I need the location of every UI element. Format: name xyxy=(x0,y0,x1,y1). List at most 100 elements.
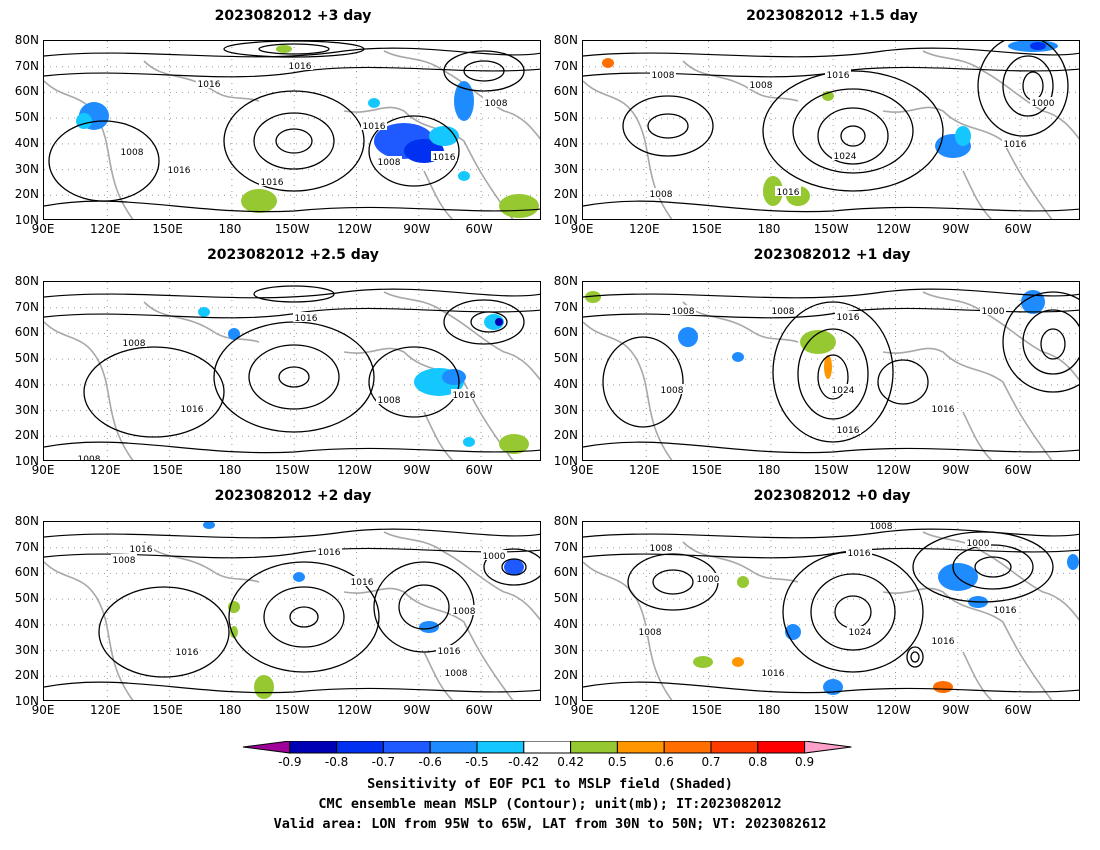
sensitivity-shading xyxy=(499,434,529,454)
latitude-label: 70N xyxy=(553,58,578,73)
contour-label: 1016 xyxy=(438,647,461,657)
contour-label: 1016 xyxy=(837,426,860,436)
contour-label: 1016 xyxy=(827,71,850,81)
coastline xyxy=(143,301,260,343)
contour-label-bg xyxy=(361,120,387,130)
mslp-contour xyxy=(974,556,1012,578)
latitude-label: 70N xyxy=(14,58,39,73)
longitude-label: 150E xyxy=(152,463,183,477)
longitude-label: 180 xyxy=(757,703,781,717)
longitude-label: 90E xyxy=(31,222,55,236)
contour-label-bg xyxy=(965,537,991,547)
mslp-contour xyxy=(797,328,869,420)
contour-label-bg xyxy=(835,311,861,321)
mslp-contour xyxy=(977,41,1069,137)
contour-label-bg xyxy=(980,305,1006,315)
contour-label-bg xyxy=(121,337,147,347)
longitude-label: 90W xyxy=(942,463,970,477)
mslp-contour xyxy=(647,113,689,139)
contour-label: 1008 xyxy=(485,99,508,109)
sensitivity-shading xyxy=(419,621,439,633)
mslp-contour xyxy=(368,346,460,418)
latitude-label: 40N xyxy=(14,135,39,150)
longitude-label: 120E xyxy=(90,222,121,236)
sensitivity-shading xyxy=(693,656,713,668)
contour-label: 1008 xyxy=(661,386,684,396)
caption-line3: Valid area: LON from 95W to 65W, LAT fro… xyxy=(273,816,827,832)
latitude-label: 30N xyxy=(553,642,578,657)
longitude-label: 150W xyxy=(813,703,849,717)
contour-label-bg xyxy=(111,554,137,564)
sensitivity-shading xyxy=(1030,42,1046,50)
longitude-label: 120W xyxy=(876,703,911,717)
longitude-label: 120W xyxy=(337,463,372,477)
mslp-contour xyxy=(877,359,929,405)
latitude-label: 20N xyxy=(14,668,39,683)
latitude-label: 80N xyxy=(553,33,578,47)
latitude-label: 70N xyxy=(553,299,578,314)
sensitivity-shading xyxy=(495,318,503,326)
contour-label: 1016 xyxy=(198,80,221,90)
sensitivity-shading xyxy=(368,98,380,108)
mslp-contour xyxy=(817,107,889,165)
sensitivity-shading xyxy=(955,126,971,146)
mslp-contour xyxy=(44,288,540,299)
contour-label-bg xyxy=(293,312,319,322)
sensitivity-shading xyxy=(732,352,744,362)
contour-label: 1016 xyxy=(168,166,191,176)
mslp-contour xyxy=(44,200,540,213)
mslp-contour xyxy=(83,346,225,438)
coastline xyxy=(962,651,993,700)
mslp-contour xyxy=(253,112,335,170)
contour-label-bg xyxy=(174,646,200,656)
sensitivity-shading xyxy=(933,681,953,693)
coastline xyxy=(682,60,799,102)
longitude-label: 60W xyxy=(465,703,493,717)
contour-label-bg xyxy=(760,667,786,677)
longitude-label: 120E xyxy=(629,222,660,236)
latitude-label: 20N xyxy=(553,668,578,683)
longitude-label: 90E xyxy=(570,463,594,477)
contour-label-bg xyxy=(992,604,1018,614)
contour-label-bg xyxy=(76,453,102,460)
mslp-contour xyxy=(583,47,1079,58)
coastline xyxy=(922,50,1079,140)
sensitivity-shading xyxy=(585,291,601,303)
mslp-contour xyxy=(44,441,540,454)
contour-label: 1016 xyxy=(994,606,1017,616)
contour-label: 1024 xyxy=(849,628,872,638)
longitude-label: 150W xyxy=(274,463,310,477)
latitude-label: 60N xyxy=(14,325,39,340)
contour-label: 1008 xyxy=(652,71,675,81)
coastline xyxy=(343,587,514,700)
contour-label: 1016 xyxy=(762,669,785,679)
longitude-label: 120W xyxy=(876,222,911,236)
colorbar-tick-label: 0.8 xyxy=(748,755,768,769)
sensitivity-shading xyxy=(198,307,210,317)
latitude-label: 70N xyxy=(14,299,39,314)
longitude-label: 120W xyxy=(337,703,372,717)
mslp-contour xyxy=(602,336,684,428)
contour-label: 1000 xyxy=(483,552,506,562)
latitude-label: 10N xyxy=(553,213,578,227)
longitude-label: 150E xyxy=(152,703,183,717)
mslp-contour xyxy=(501,558,527,576)
mslp-contour xyxy=(483,548,540,586)
latitude-label: 30N xyxy=(14,161,39,176)
latitude-label: 20N xyxy=(553,187,578,202)
mslp-contour xyxy=(810,573,896,651)
contour-label-bg xyxy=(748,79,774,89)
contour-label-bg xyxy=(287,60,313,70)
colorbar-tick-label: -0.9 xyxy=(278,755,302,769)
longitude-label: 150E xyxy=(691,463,722,477)
latitude-label: 80N xyxy=(14,514,39,528)
contour-label-bg xyxy=(825,69,851,79)
mslp-contour xyxy=(213,321,375,433)
coastline xyxy=(423,411,454,460)
mslp-contour xyxy=(443,50,525,92)
longitude-label: 60W xyxy=(1004,703,1032,717)
contour-label: 1008 xyxy=(650,544,673,554)
latitude-label: 30N xyxy=(14,402,39,417)
mslp-contour xyxy=(248,344,340,410)
latitude-label: 10N xyxy=(14,694,39,708)
